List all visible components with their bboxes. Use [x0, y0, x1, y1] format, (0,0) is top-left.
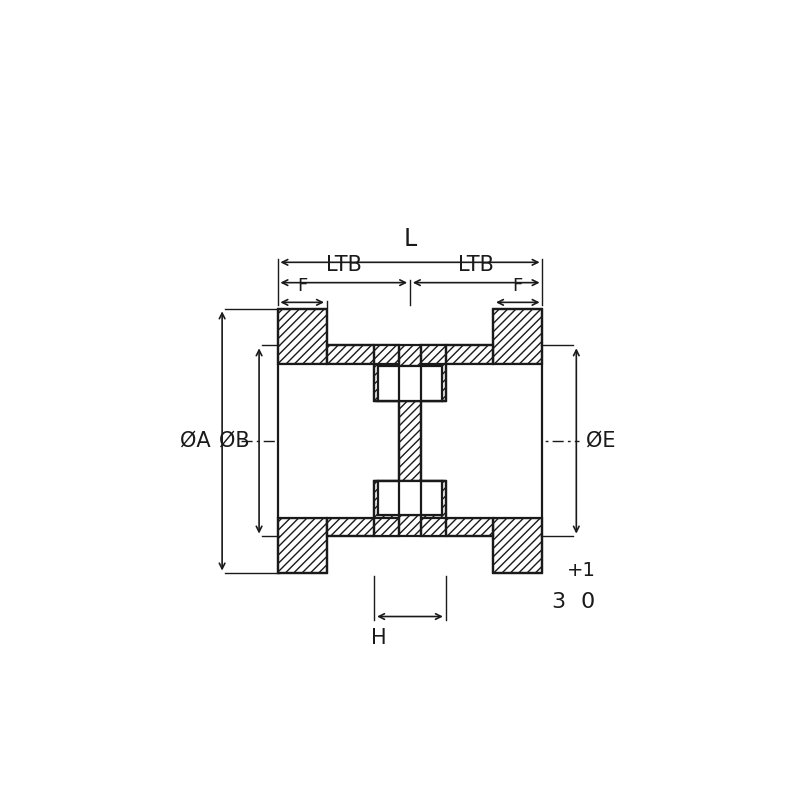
Text: LTB: LTB: [458, 255, 494, 275]
Text: 0: 0: [581, 592, 595, 612]
Text: +1: +1: [567, 561, 596, 579]
Polygon shape: [421, 346, 493, 364]
Polygon shape: [378, 366, 442, 378]
Polygon shape: [378, 378, 442, 390]
Polygon shape: [278, 518, 327, 574]
Text: F: F: [513, 277, 523, 295]
Polygon shape: [374, 481, 446, 537]
Polygon shape: [493, 364, 542, 518]
Polygon shape: [378, 481, 442, 492]
Polygon shape: [421, 518, 493, 537]
Text: L: L: [403, 227, 417, 251]
Text: ØB: ØB: [218, 431, 250, 451]
Polygon shape: [327, 518, 399, 537]
Polygon shape: [378, 505, 442, 515]
Text: H: H: [371, 628, 387, 648]
Polygon shape: [378, 366, 442, 401]
Polygon shape: [421, 364, 493, 518]
Polygon shape: [399, 401, 421, 481]
Text: 3: 3: [552, 592, 566, 612]
Polygon shape: [378, 390, 442, 401]
Polygon shape: [374, 346, 446, 401]
Text: ØA: ØA: [181, 431, 211, 451]
Text: LTB: LTB: [326, 255, 362, 275]
Polygon shape: [378, 492, 442, 505]
Polygon shape: [493, 309, 542, 364]
Polygon shape: [493, 518, 542, 574]
Polygon shape: [378, 481, 442, 515]
Text: F: F: [297, 277, 307, 295]
Polygon shape: [278, 309, 327, 364]
Text: ØE: ØE: [586, 431, 616, 451]
Polygon shape: [327, 346, 399, 364]
Polygon shape: [278, 364, 327, 518]
Polygon shape: [327, 364, 399, 518]
